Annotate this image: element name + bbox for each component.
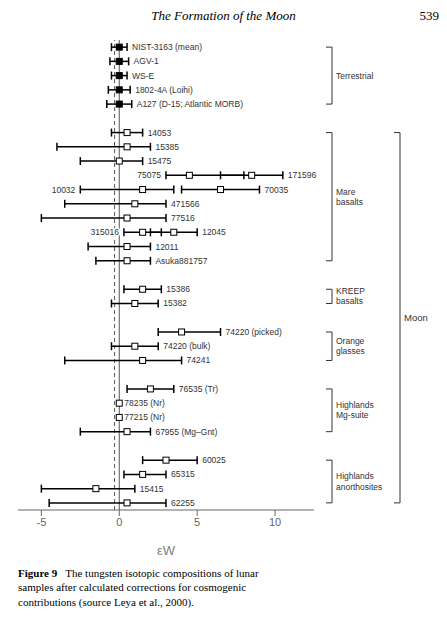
svg-text:15385: 15385 xyxy=(155,142,179,152)
html-text:The Formation of the Moon: The Formation of the Moon xyxy=(151,8,296,23)
svg-text:78235 (Nr): 78235 (Nr) xyxy=(124,398,165,408)
svg-text:12011: 12011 xyxy=(155,242,178,252)
svg-text:5: 5 xyxy=(194,516,200,528)
svg-text:15382: 15382 xyxy=(163,298,187,308)
svg-text:10: 10 xyxy=(269,516,281,528)
svg-text:Terrestrial: Terrestrial xyxy=(336,71,373,81)
svg-text:-5: -5 xyxy=(36,516,46,528)
svg-text:75075: 75075 xyxy=(137,170,161,180)
svg-text:15415: 15415 xyxy=(140,484,164,494)
svg-text:70035: 70035 xyxy=(264,185,288,195)
svg-text:10032: 10032 xyxy=(52,185,76,195)
svg-text:εW: εW xyxy=(157,543,176,558)
svg-text:74241: 74241 xyxy=(187,355,211,365)
svg-text:AGV-1: AGV-1 xyxy=(134,56,159,66)
svg-text:NIST-3163 (mean): NIST-3163 (mean) xyxy=(132,42,202,52)
html-text:539: 539 xyxy=(419,8,439,23)
svg-text:76535 (Tr): 76535 (Tr) xyxy=(179,384,219,394)
svg-text:A127 (D-15; Atlantic MORB): A127 (D-15; Atlantic MORB) xyxy=(137,99,243,109)
svg-text:15386: 15386 xyxy=(166,284,190,294)
svg-text:Asuka881757: Asuka881757 xyxy=(155,256,207,266)
svg-text:12045: 12045 xyxy=(202,227,226,237)
svg-text:Marebasalts: Marebasalts xyxy=(336,187,363,207)
svg-text:171596: 171596 xyxy=(288,170,317,180)
svg-text:60025: 60025 xyxy=(202,455,226,465)
svg-text:KREEPbasalts: KREEPbasalts xyxy=(336,286,365,306)
svg-text:Moon: Moon xyxy=(404,312,428,323)
svg-text:WS-E: WS-E xyxy=(132,71,155,81)
svg-text:Orangeglasses: Orangeglasses xyxy=(336,336,365,356)
svg-text:77516: 77516 xyxy=(171,213,195,223)
svg-text:315016: 315016 xyxy=(91,227,120,237)
svg-text:74220 (bulk): 74220 (bulk) xyxy=(163,341,210,351)
html-text:Figure 9 The tungsten isotopic: Figure 9 The tungsten isotopic compositi… xyxy=(18,567,259,608)
svg-text:HighlandsMg-suite: HighlandsMg-suite xyxy=(336,400,374,420)
svg-text:471566: 471566 xyxy=(171,199,200,209)
svg-text:1802-4A (Loihi): 1802-4A (Loihi) xyxy=(135,85,193,95)
svg-text:65315: 65315 xyxy=(171,469,195,479)
svg-text:14053: 14053 xyxy=(148,128,172,138)
svg-text:0: 0 xyxy=(116,516,122,528)
svg-text:15475: 15475 xyxy=(148,156,172,166)
svg-text:62255: 62255 xyxy=(171,498,195,508)
svg-text:77215 (Nr): 77215 (Nr) xyxy=(124,412,165,422)
svg-text:67955 (Mg–Gnt): 67955 (Mg–Gnt) xyxy=(155,427,217,437)
svg-text:Highlandsanorthosites: Highlandsanorthosites xyxy=(336,471,382,491)
svg-text:74220 (picked): 74220 (picked) xyxy=(226,327,282,337)
